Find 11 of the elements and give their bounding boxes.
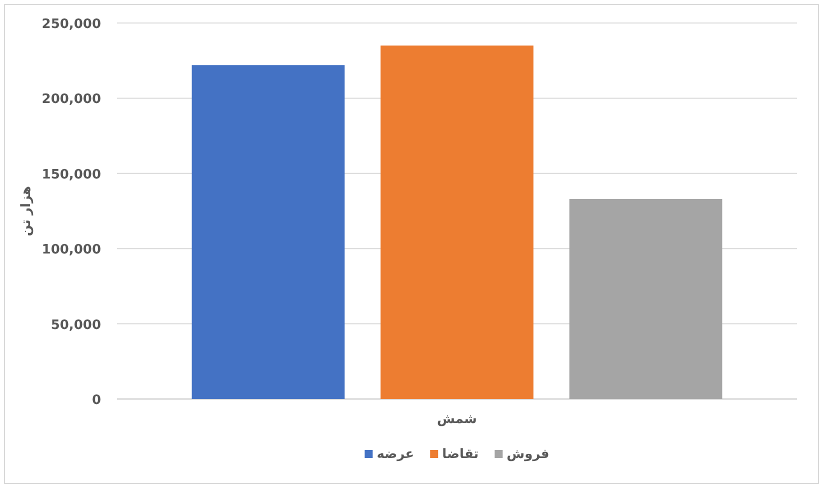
- x-tick-label: شمش: [437, 412, 477, 427]
- y-tick-label: 250,000: [42, 17, 101, 32]
- y-tick-label: 0: [92, 393, 101, 408]
- legend-label: عرضه: [376, 447, 414, 462]
- legend-label: تقاضا: [442, 447, 479, 462]
- y-tick-label: 100,000: [42, 242, 101, 258]
- y-axis-title: هزار تن: [19, 186, 34, 236]
- y-tick-label: 150,000: [42, 167, 101, 182]
- y-tick-label: 200,000: [42, 92, 101, 108]
- legend-label: فروش: [506, 447, 550, 462]
- y-tick-label: 50,000: [50, 318, 101, 333]
